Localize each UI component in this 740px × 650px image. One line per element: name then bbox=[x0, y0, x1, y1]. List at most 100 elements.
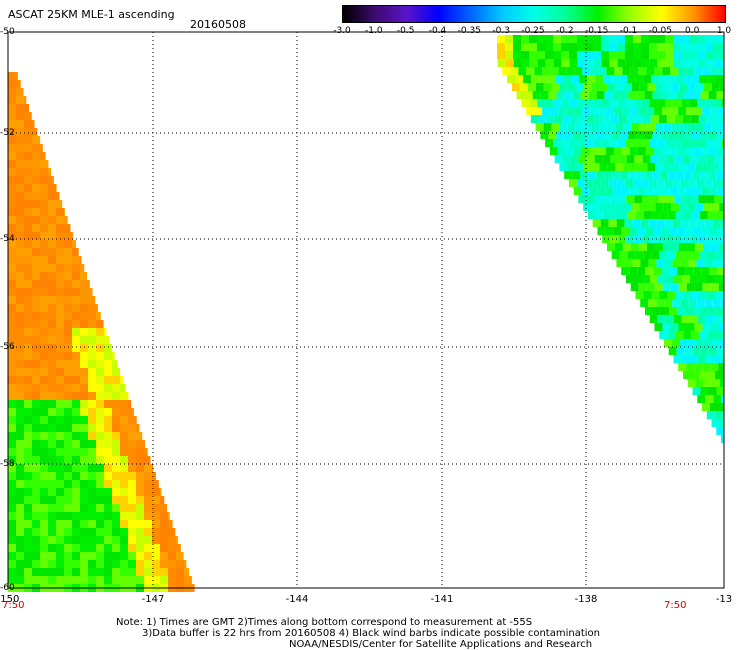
swath-cell bbox=[540, 131, 549, 139]
swath-cell bbox=[586, 195, 595, 203]
swath-cell bbox=[713, 139, 722, 147]
swath-cell bbox=[176, 568, 184, 576]
swath-cell bbox=[681, 35, 689, 43]
swath-cell bbox=[8, 296, 16, 304]
swath-cell bbox=[682, 115, 691, 123]
swath-cell bbox=[16, 128, 24, 136]
swath-cell bbox=[80, 288, 88, 296]
swath-cell bbox=[575, 123, 584, 131]
swath-cell bbox=[689, 355, 698, 363]
swath-cell bbox=[8, 384, 16, 392]
swath-cell bbox=[24, 120, 32, 128]
swath-cell bbox=[632, 219, 641, 227]
swath-cell bbox=[621, 227, 630, 235]
swath-cell bbox=[24, 504, 32, 512]
swath-cell bbox=[590, 107, 599, 115]
swath-cell bbox=[716, 307, 724, 315]
swath-cell bbox=[56, 472, 64, 480]
swath-cell bbox=[56, 216, 64, 224]
swath-cell bbox=[609, 35, 617, 43]
swath-cell bbox=[721, 395, 724, 403]
swath-cell bbox=[623, 163, 632, 171]
swath-cell bbox=[700, 91, 709, 99]
swath-cell bbox=[681, 59, 690, 67]
swath-cell bbox=[631, 83, 640, 91]
swath-cell bbox=[687, 83, 696, 91]
swath-cell bbox=[96, 552, 104, 560]
swath-cell bbox=[144, 552, 152, 560]
swath-cell bbox=[545, 99, 554, 107]
swath-cell bbox=[64, 520, 72, 528]
swath-cell bbox=[8, 528, 16, 536]
swath-cell bbox=[16, 280, 24, 288]
swath-cell bbox=[708, 387, 717, 395]
swath-cell bbox=[705, 315, 714, 323]
swath-cell bbox=[104, 416, 112, 424]
swath-cell bbox=[120, 504, 128, 512]
swath-cell bbox=[32, 144, 40, 152]
swath-cell bbox=[521, 59, 530, 67]
swath-cell bbox=[32, 280, 40, 288]
swath-cell bbox=[685, 267, 694, 275]
swath-cell bbox=[711, 419, 720, 427]
swath-cell bbox=[88, 352, 96, 360]
swath-cell bbox=[497, 51, 505, 59]
swath-cell bbox=[40, 560, 48, 568]
swath-cell bbox=[648, 259, 657, 267]
swath-cell bbox=[56, 288, 64, 296]
swath-cell bbox=[80, 552, 88, 560]
swath-cell bbox=[516, 91, 525, 99]
swath-cell bbox=[128, 512, 136, 520]
swath-cell bbox=[601, 35, 609, 43]
swath-cell bbox=[646, 283, 655, 291]
swath-cell bbox=[587, 211, 596, 219]
swath-cell bbox=[682, 371, 691, 379]
swath-cell bbox=[673, 35, 681, 43]
swath-cell bbox=[718, 283, 724, 291]
swath-cell bbox=[710, 323, 719, 331]
swath-cell bbox=[678, 323, 687, 331]
swath-cell bbox=[553, 35, 561, 43]
swath-cell bbox=[634, 115, 643, 123]
swath-cell bbox=[8, 208, 16, 216]
swath-cell bbox=[16, 376, 24, 384]
swath-cell bbox=[628, 171, 637, 179]
swath-cell bbox=[24, 288, 32, 296]
swath-cell bbox=[674, 155, 683, 163]
swath-cell bbox=[144, 456, 151, 464]
swath-cell bbox=[668, 307, 677, 315]
swath-cell bbox=[683, 211, 692, 219]
swath-cell bbox=[571, 75, 580, 83]
swath-cell bbox=[80, 560, 88, 568]
swath-cell bbox=[24, 464, 32, 472]
swath-cell bbox=[112, 408, 120, 416]
swath-cell bbox=[657, 35, 665, 43]
swath-cell bbox=[80, 376, 88, 384]
swath-cell bbox=[622, 67, 631, 75]
swath-cell bbox=[505, 59, 514, 67]
swath-cell bbox=[32, 488, 40, 496]
swath-cell bbox=[678, 107, 687, 115]
swath-cell bbox=[681, 43, 689, 51]
swath-cell bbox=[24, 544, 32, 552]
swath-cell bbox=[112, 512, 120, 520]
swath-cell bbox=[534, 67, 543, 75]
swath-cell bbox=[104, 528, 112, 536]
swath-cell bbox=[558, 67, 567, 75]
swath-cell bbox=[675, 251, 684, 259]
swath-cell bbox=[64, 328, 72, 336]
swath-cell bbox=[32, 128, 38, 136]
swath-cell bbox=[572, 91, 581, 99]
swath-cell bbox=[112, 544, 120, 552]
swath-cell bbox=[625, 139, 634, 147]
swath-cell bbox=[48, 256, 56, 264]
swath-cell bbox=[575, 163, 584, 171]
swath-cell bbox=[658, 155, 667, 163]
swath-cell bbox=[706, 155, 715, 163]
swath-cell bbox=[672, 299, 681, 307]
swath-cell bbox=[665, 35, 673, 43]
swath-cell bbox=[32, 296, 40, 304]
swath-cell bbox=[8, 264, 16, 272]
swath-cell bbox=[88, 344, 96, 352]
swath-cell bbox=[104, 384, 112, 392]
